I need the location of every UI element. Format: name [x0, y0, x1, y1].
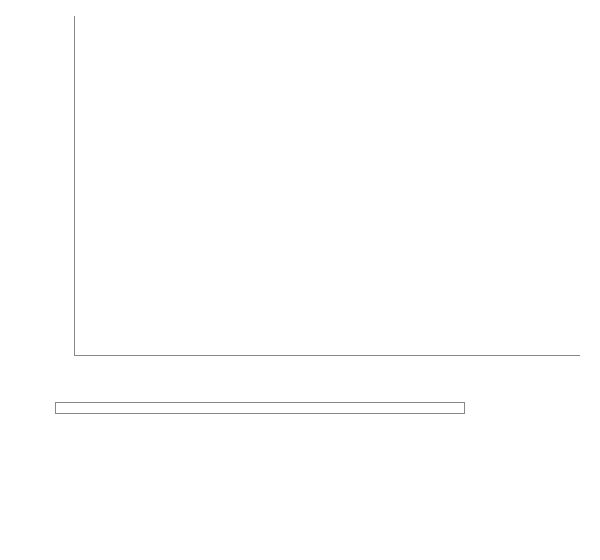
- x-axis: [74, 356, 580, 396]
- chart-area: [20, 16, 580, 396]
- legend-box: [55, 402, 465, 414]
- chart-svg: [75, 16, 580, 355]
- plot-area: [74, 16, 580, 356]
- chart-container: [0, 0, 600, 428]
- y-axis: [20, 16, 74, 356]
